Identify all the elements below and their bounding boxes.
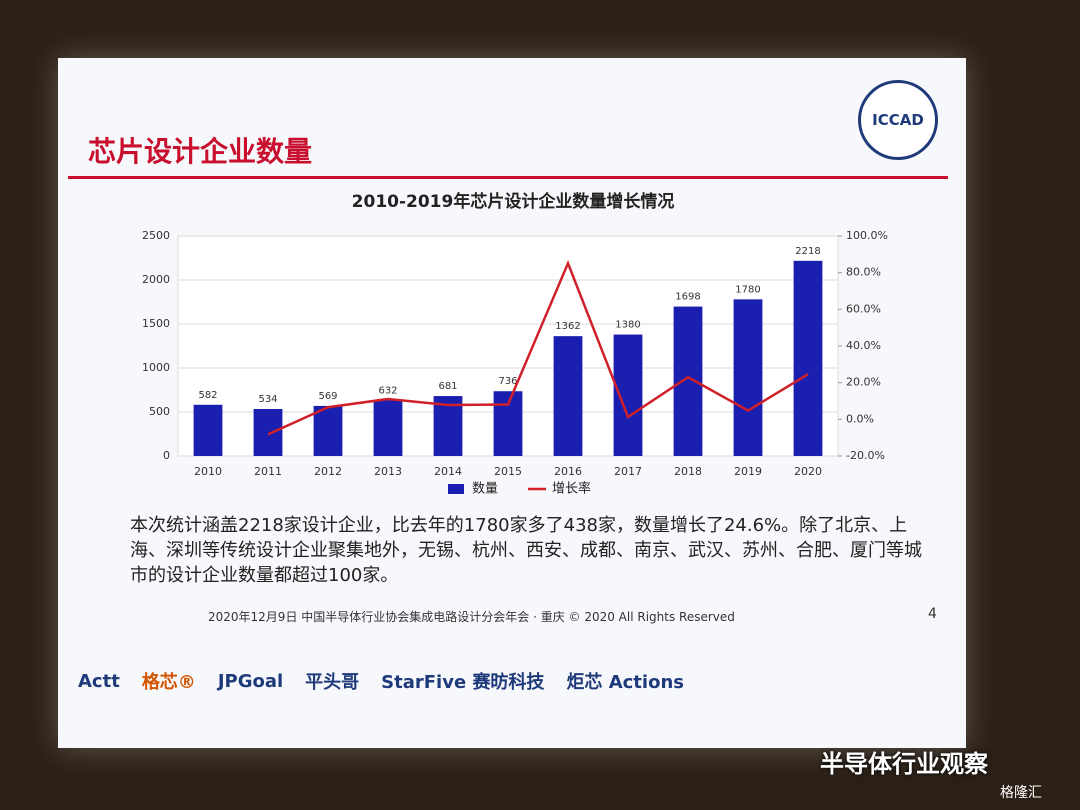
- page-number: 4: [928, 606, 937, 622]
- x-tick-label: 2018: [674, 465, 702, 478]
- bar-value-label: 632: [378, 385, 397, 396]
- sponsor: JPGoal: [217, 670, 284, 692]
- sponsor: 炬芯 Actions: [566, 672, 684, 693]
- legend-swatch: [448, 484, 464, 494]
- body-text: 本次统计涵盖2218家设计企业，比去年的1780家多了438家，数量增长了24.…: [130, 515, 922, 586]
- chart: 2010-2019年芯片设计企业数量增长情况 0 500 1000 1500 2000 2…: [142, 191, 888, 497]
- sponsor: StarFive 赛昉科技: [381, 672, 545, 693]
- slide: 芯片设计企业数量 ICCAD 2010-2019年芯片设计企业数量增长情况 0 5…: [58, 58, 966, 748]
- legend-label: 增长率: [552, 481, 591, 497]
- x-tick-label: 2012: [314, 465, 342, 478]
- bar-value-label: 1698: [675, 292, 700, 303]
- chart-title: 2010-2019年芯片设计企业数量增长情况: [352, 191, 675, 212]
- bar: [673, 306, 703, 456]
- sponsor-strip: Actt 格芯® JPGoal 平头哥 StarFive 赛昉科技 炬芯 Act…: [78, 668, 684, 694]
- bar: [493, 391, 523, 456]
- heading-rule: [68, 176, 948, 179]
- sponsor: 格芯®: [141, 672, 196, 693]
- y-tick-label: 1500: [142, 317, 170, 330]
- bar: [313, 405, 343, 456]
- y-tick-label: 2000: [142, 273, 170, 286]
- logo: ICCAD: [858, 80, 938, 160]
- bar-value-label: 582: [198, 390, 217, 401]
- y2-tick-label: 100.0%: [846, 229, 888, 242]
- bar-value-label: 736: [498, 376, 517, 387]
- bar-value-label: 1362: [555, 321, 580, 332]
- y2-tick-label: 40.0%: [846, 339, 881, 352]
- y2-tick-label: 0.0%: [846, 412, 874, 425]
- sponsor: 平头哥: [305, 672, 360, 693]
- x-tick-label: 2013: [374, 465, 402, 478]
- bar: [253, 409, 283, 456]
- bar: [373, 400, 403, 456]
- bar-value-label: 569: [318, 391, 337, 402]
- sponsor: Actt: [78, 670, 120, 692]
- x-tick-label: 2016: [554, 465, 582, 478]
- slide-heading: 芯片设计企业数量: [88, 135, 313, 168]
- bar: [793, 260, 823, 456]
- x-tick-label: 2015: [494, 465, 522, 478]
- bar: [553, 336, 583, 456]
- y-tick-label: 500: [149, 405, 170, 418]
- watermark: 格隆汇: [1000, 785, 1042, 801]
- x-tick-label: 2019: [734, 465, 762, 478]
- bar: [193, 404, 223, 456]
- y2-tick-label: 60.0%: [846, 302, 881, 315]
- bar: [613, 334, 643, 456]
- watermark: 半导体行业观察: [820, 750, 988, 778]
- footer: 2020年12月9日 中国半导体行业协会集成电路设计分会年会 · 重庆 © 20…: [208, 610, 735, 624]
- x-tick-label: 2011: [254, 465, 282, 478]
- y-tick-label: 0: [163, 449, 170, 462]
- y-tick-label: 1000: [142, 361, 170, 374]
- bar-value-label: 534: [258, 394, 277, 405]
- legend-label: 数量: [472, 482, 498, 497]
- bar-value-label: 1380: [615, 320, 640, 331]
- x-tick-label: 2014: [434, 465, 462, 478]
- y-tick-label: 2500: [142, 229, 170, 242]
- y2-tick-label: 20.0%: [846, 376, 881, 389]
- x-tick-label: 2010: [194, 465, 222, 478]
- growth-line: [267, 260, 809, 436]
- bar-value-label: 2218: [795, 246, 820, 257]
- y2-tick-label: 80.0%: [846, 266, 881, 279]
- bar-value-label: 1780: [735, 284, 760, 295]
- bar: [733, 299, 763, 456]
- x-tick-label: 2020: [794, 465, 822, 478]
- x-tick-label: 2017: [614, 465, 642, 478]
- y2-tick-label: -20.0%: [846, 449, 885, 462]
- bar-value-label: 681: [438, 381, 457, 392]
